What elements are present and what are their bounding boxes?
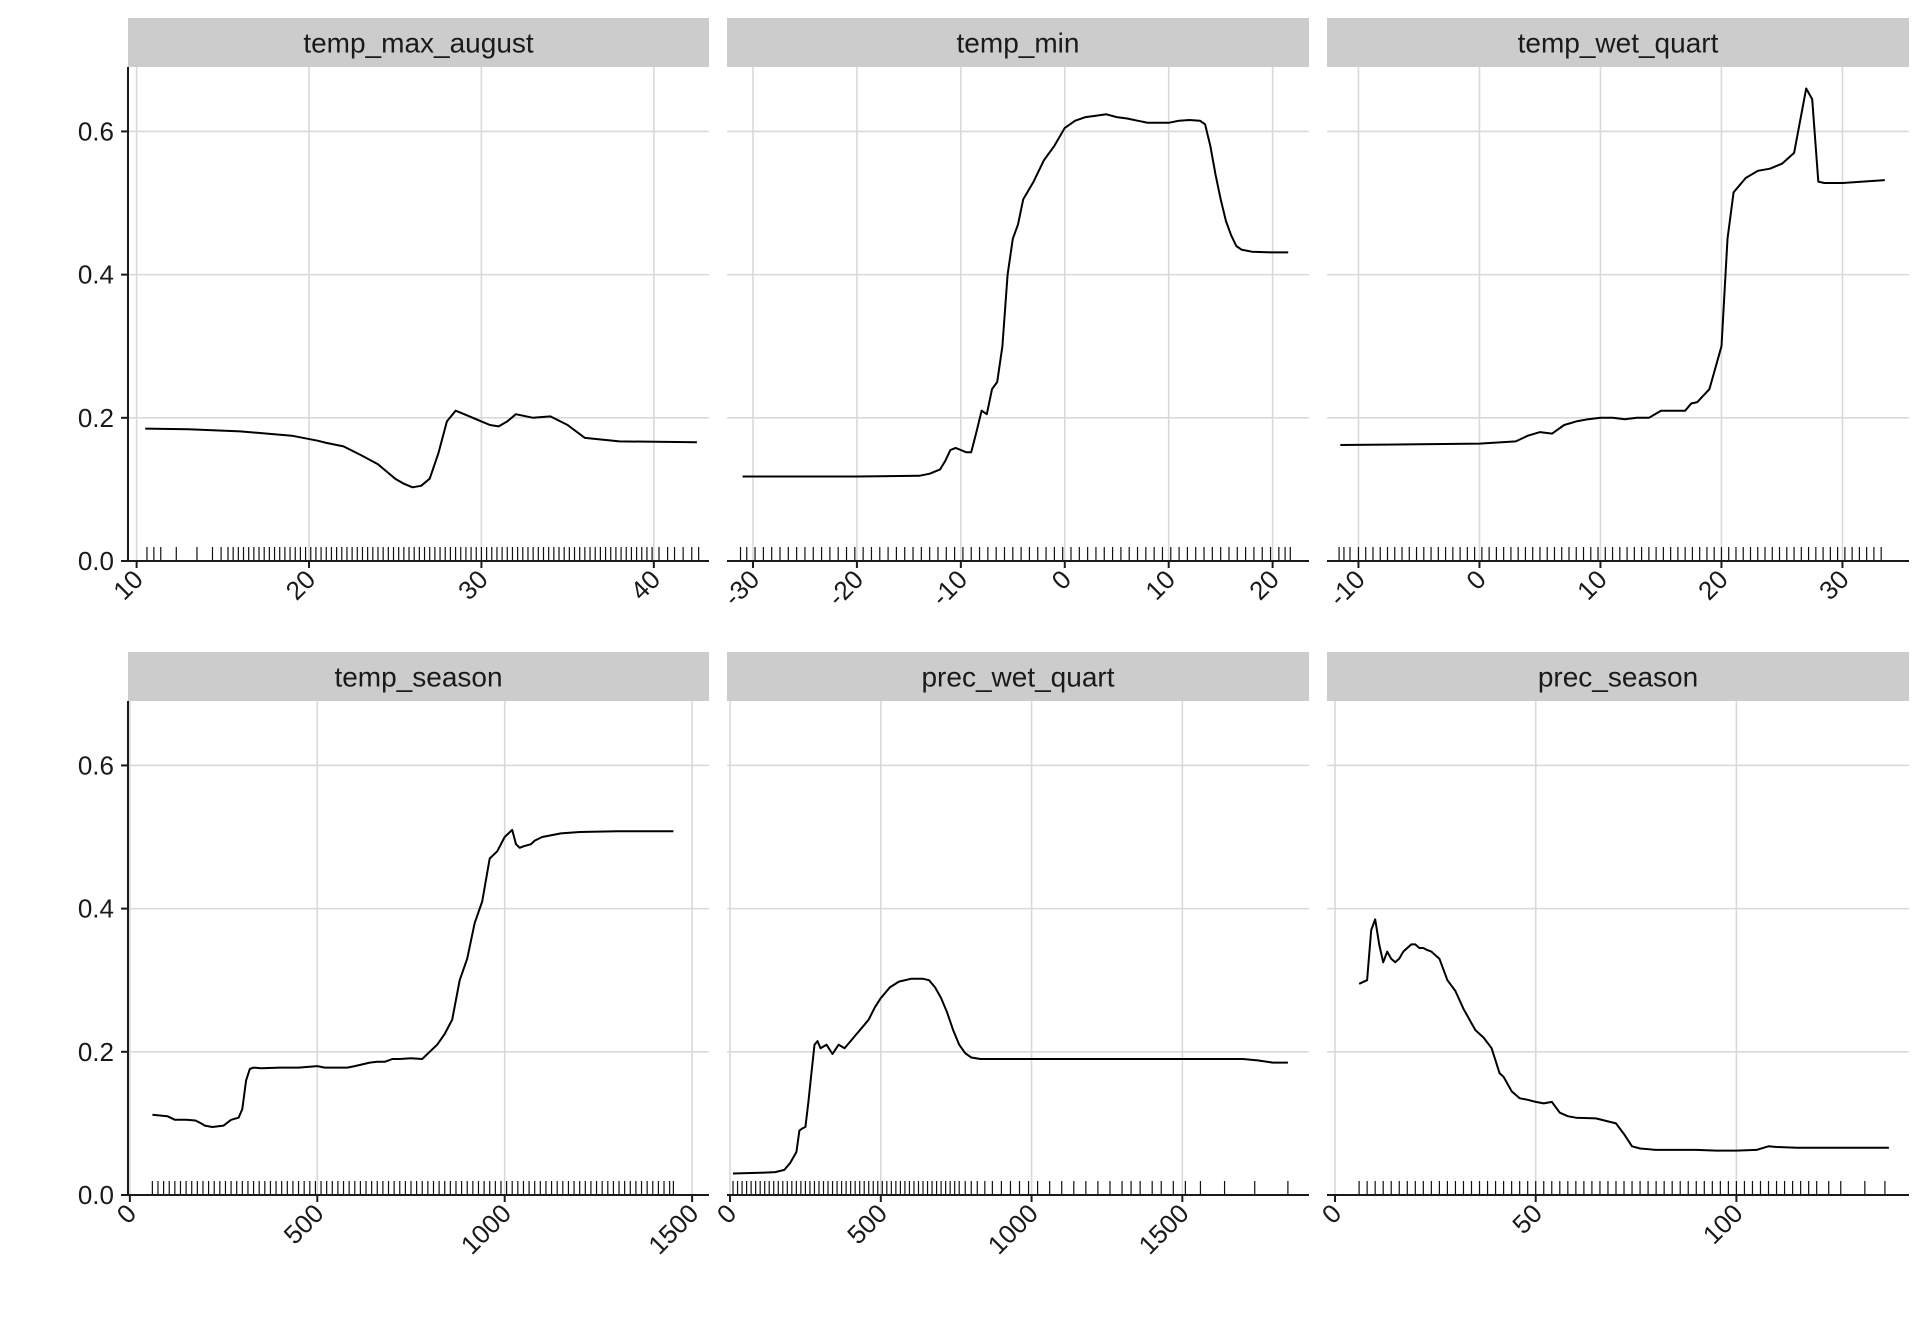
- x-tick-label: 20: [280, 564, 322, 606]
- x-tick-label: 0: [111, 1198, 142, 1229]
- x-tick-label: 1500: [642, 1198, 704, 1260]
- x-tick-label: 10: [1139, 564, 1181, 606]
- facet-title: temp_min: [957, 28, 1080, 59]
- x-tick-label: 1000: [455, 1198, 517, 1260]
- facet-panel-temp-wet-quart: temp_wet_quart -10 0 10 20 30: [1323, 18, 1909, 612]
- x-tick-label: 40: [624, 564, 666, 606]
- x-tick-label: 0: [1460, 564, 1491, 595]
- facet-strip: [1327, 18, 1909, 67]
- x-tick-label: 0: [711, 1198, 742, 1229]
- pdp-line: [145, 409, 697, 489]
- x-tick-label: 1500: [1132, 1198, 1194, 1260]
- pdp-line: [742, 113, 1289, 478]
- facet-panel-temp-season: temp_season 0 500 1000 1500 0.0 0.2 0.4 0.6: [78, 652, 709, 1260]
- x-tick-label: 10: [1571, 564, 1613, 606]
- facet-strip: [727, 18, 1309, 67]
- pdp-line: [1358, 918, 1889, 1152]
- x-tick-label: 500: [278, 1198, 330, 1250]
- x-tick-label: 30: [452, 564, 494, 606]
- x-tick-label: 1000: [982, 1198, 1044, 1260]
- x-tick-label: -10: [1323, 564, 1371, 612]
- facet-title: prec_wet_quart: [921, 662, 1114, 693]
- y-tick-label: 0.6: [78, 116, 114, 146]
- x-tick-label: 30: [1813, 564, 1855, 606]
- y-tick-label: 0.4: [78, 894, 114, 924]
- y-tick-label: 0.0: [78, 546, 114, 576]
- y-tick-label: 0.2: [78, 1037, 114, 1067]
- y-tick-label: 0.0: [78, 1180, 114, 1210]
- y-tick-label: 0.6: [78, 750, 114, 780]
- facet-strip: [727, 652, 1309, 701]
- x-tick-label: 100: [1697, 1198, 1749, 1250]
- facet-panel-prec-season: prec_season 0 50 100: [1316, 652, 1909, 1250]
- y-tick-label: 0.4: [78, 260, 114, 290]
- facet-title: prec_season: [1538, 662, 1698, 693]
- facet-title: temp_wet_quart: [1518, 28, 1719, 59]
- x-tick-label: 0: [1316, 1198, 1347, 1229]
- facet-strip: [1327, 652, 1909, 701]
- facet-title: temp_season: [334, 662, 502, 693]
- facet-panel-prec-wet-quart: prec_wet_quart 0 500 1000 1500: [711, 652, 1309, 1260]
- facet-panel-temp-min: temp_min -30 -20 -10 0 10 20: [717, 18, 1309, 612]
- x-tick-label: -30: [717, 564, 765, 612]
- pdp-line: [732, 977, 1288, 1175]
- x-tick-label: 50: [1506, 1198, 1548, 1240]
- pdp-line: [1340, 87, 1885, 446]
- x-tick-label: 20: [1692, 564, 1734, 606]
- y-tick-label: 0.2: [78, 403, 114, 433]
- x-tick-label: 500: [841, 1198, 893, 1250]
- pdp-line: [152, 828, 674, 1128]
- facet-strip: [128, 652, 709, 701]
- x-tick-label: 20: [1243, 564, 1285, 606]
- facet-strip: [128, 18, 709, 67]
- x-tick-label: 0: [1046, 564, 1077, 595]
- x-tick-label: -10: [925, 564, 973, 612]
- x-tick-label: -20: [821, 564, 869, 612]
- facet-title: temp_max_august: [303, 28, 534, 59]
